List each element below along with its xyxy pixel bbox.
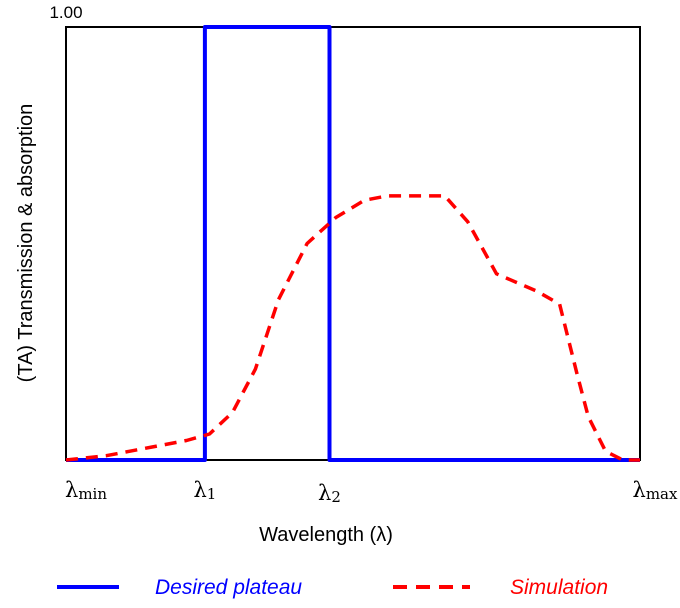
y-axis-label: (TA) Transmission & absorption: [15, 104, 37, 383]
x-tick-label: λ1: [193, 478, 216, 503]
x-tick-label: λmin: [65, 478, 107, 503]
x-tick-label: λmax: [633, 478, 678, 503]
series-line-simulation: [65, 194, 640, 462]
legend-simulation-label: Simulation: [510, 576, 608, 599]
x-tick-label: λ2: [318, 481, 341, 506]
x-axis-label: Wavelength (λ): [259, 524, 393, 546]
legend: Desired plateau Simulation: [57, 576, 608, 599]
x-tick-labels: λmin λ1 λ2 λmax: [65, 478, 678, 506]
legend-plateau-label: Desired plateau: [155, 576, 302, 599]
plot-frame: [65, 26, 641, 461]
series-layer: [65, 25, 640, 462]
series-line-desired-plateau: [66, 25, 640, 462]
y-tick-label-top: 1.00: [49, 3, 82, 22]
